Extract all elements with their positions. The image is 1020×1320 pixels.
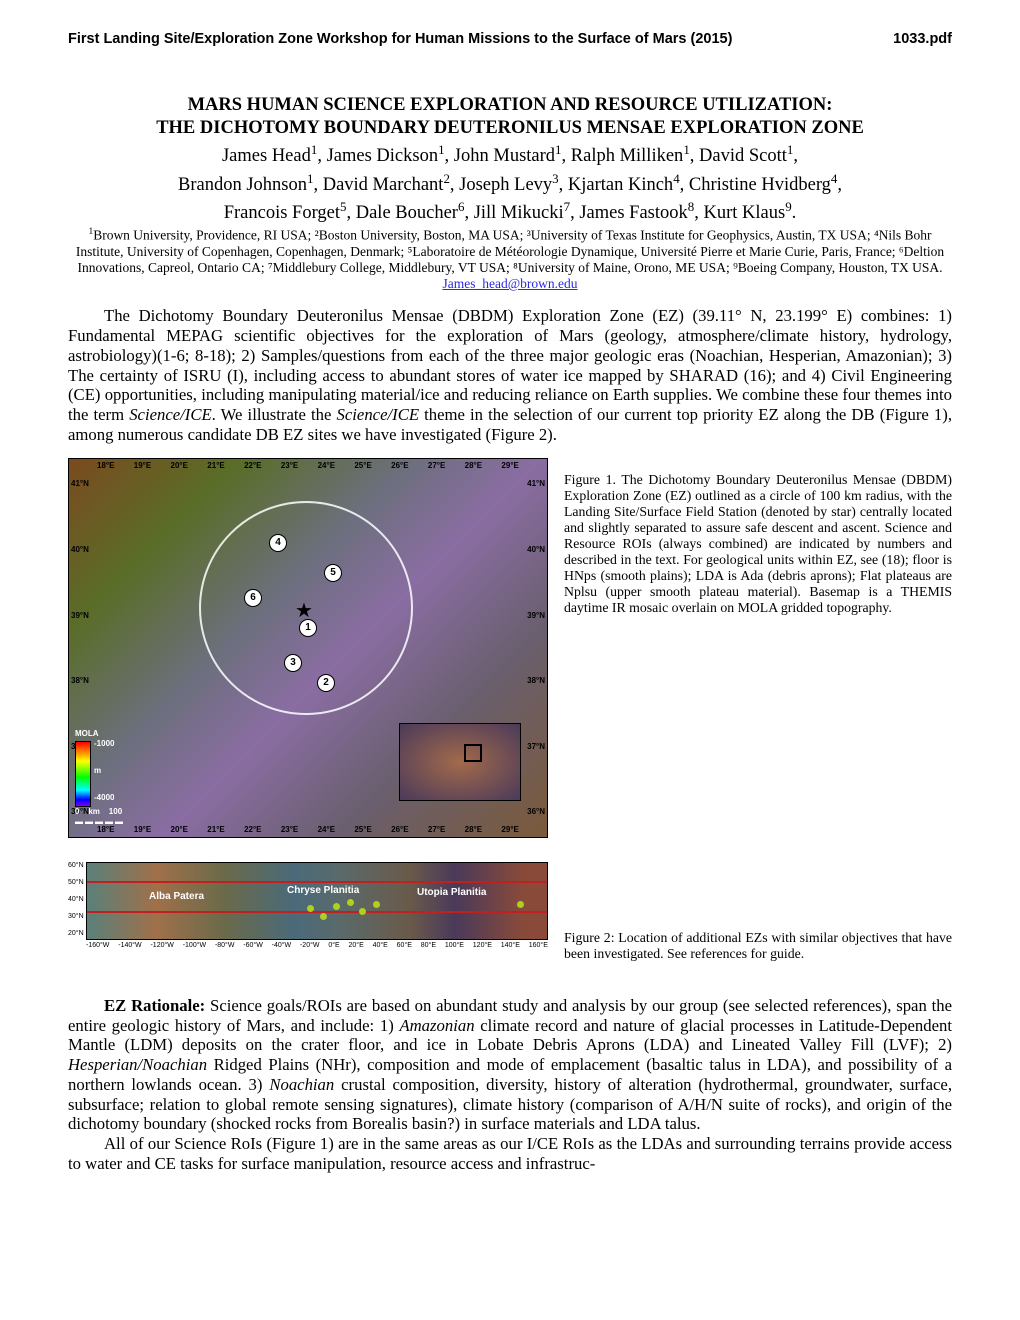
author: , Dale Boucher [346,203,457,223]
fig1-inset [399,723,521,801]
fig2-label-utopia: Utopia Planitia [417,887,486,900]
fig1-right-axis: 41°N40°N39°N38°N37°N36°N [519,459,545,837]
figure-2-row: 60°N50°N40°N30°N20°N Alba Patera Chryse … [68,862,952,976]
fig2-ez-marker [359,908,366,915]
fig2-ez-marker [347,899,354,906]
fig2-xaxis: -160°W-140°W-120°W-100°W-80°W-60°W-40°W-… [86,942,548,956]
author: , John Mustard [445,147,556,167]
affiliations-text: Brown University, Providence, RI USA; ²B… [76,228,944,275]
fig2-label-chryse: Chryse Planitia [287,885,359,898]
authors-line-1: James Head1, James Dickson1, John Mustar… [68,142,952,168]
authors-line-2: Brandon Johnson1, David Marchant2, Josep… [68,171,952,197]
author: , Kurt Klaus [694,203,785,223]
mola-label: MOLA [75,729,131,739]
fig2-line-upper [87,881,547,883]
author: Francois Forget [224,203,340,223]
author: , David Scott [690,147,787,167]
fig2-ez-marker [373,901,380,908]
author: , Christine Hvidberg [680,175,831,195]
mola-legend: MOLA -1000 m -4000 [75,729,131,809]
fig2-ez-marker [517,901,524,908]
figure-1-caption: Figure 1. The Dichotomy Boundary Deutero… [564,472,952,616]
page: First Landing Site/Exploration Zone Work… [0,0,1020,1203]
fig2-body: Alba Patera Chryse Planitia Utopia Plani… [86,862,548,940]
scale-0: 0 [75,807,79,816]
intro-text: . We illustrate the [212,405,337,424]
figure-1-map: 18°E19°E20°E21°E22°E23°E24°E25°E26°E27°E… [68,458,548,838]
body-em: Hesperian/Noachian [68,1055,207,1074]
body-em: Amazonian [399,1016,474,1035]
author: , Ralph Milliken [562,147,684,167]
contact-email[interactable]: James_head@brown.edu [442,276,577,291]
intro-em: Science/ICE [337,405,419,424]
header-conference: First Landing Site/Exploration Zone Work… [68,30,732,48]
authors-line-3: Francois Forget5, Dale Boucher6, Jill Mi… [68,199,952,225]
mola-bottom: -4000 [94,793,114,803]
intro-paragraph: The Dichotomy Boundary Deuteronilus Mens… [68,306,952,444]
fig1-top-axis: 18°E19°E20°E21°E22°E23°E24°E25°E26°E27°E… [69,461,547,471]
scale-bar: 0 km 100 ▬▬▬▬▬ [75,807,125,827]
author: , James Fastook [570,203,688,223]
fig2-ez-marker [333,903,340,910]
author: , Jill Mikucki [464,203,563,223]
figure-2-caption: Figure 2: Location of additional EZs wit… [564,930,952,962]
page-header: First Landing Site/Exploration Zone Work… [68,30,952,48]
header-docid: 1033.pdf [893,30,952,48]
author: , James Dickson [317,147,438,167]
affiliations: 1Brown University, Providence, RI USA; ²… [68,227,952,292]
fig2-ez-marker [320,913,327,920]
scale-km: km [88,807,100,816]
title-line-1: MARS HUMAN SCIENCE EXPLORATION AND RESOU… [68,94,952,117]
fig1-inset-box [464,744,482,762]
author: , David Marchant [313,175,443,195]
figure-1-row: 18°E19°E20°E21°E22°E23°E24°E25°E26°E27°E… [68,458,952,838]
mola-top: -1000 [94,739,114,749]
author: , Joseph Levy [450,175,552,195]
rationale-heading: EZ Rationale: [104,996,210,1015]
title-line-2: THE DICHOTOMY BOUNDARY DEUTERONILUS MENS… [68,117,952,140]
rationale-paragraph: EZ Rationale: Science goals/ROIs are bas… [68,996,952,1134]
author: James Head [222,147,311,167]
body-em: Noachian [269,1075,334,1094]
mola-gradient [75,741,91,807]
figure-2-map: 60°N50°N40°N30°N20°N Alba Patera Chryse … [68,862,548,956]
fig2-yaxis: 60°N50°N40°N30°N20°N [68,862,84,938]
intro-em: Science/ICE [129,405,211,424]
scale-100: 100 [109,807,122,816]
closing-paragraph: All of our Science RoIs (Figure 1) are i… [68,1134,952,1173]
author: , Kjartan Kinch [559,175,674,195]
fig1-bottom-axis: 18°E19°E20°E21°E22°E23°E24°E25°E26°E27°E… [69,825,547,835]
fig2-label-alba: Alba Patera [149,891,204,904]
author: Brandon Johnson [178,175,307,195]
mola-mid: m [94,766,114,776]
fig2-line-lower [87,911,547,913]
